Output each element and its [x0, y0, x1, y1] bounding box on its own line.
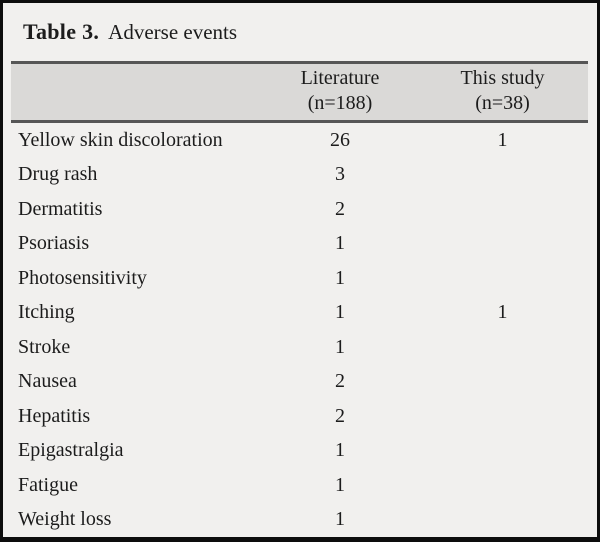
row-literature-value: 1: [335, 473, 345, 496]
row-label: Stroke: [18, 335, 71, 358]
table-number: Table 3.: [23, 19, 100, 44]
row-label: Nausea: [18, 370, 77, 393]
row-literature-value: 2: [335, 370, 345, 393]
row-literature-value: 1: [335, 335, 345, 358]
table-row: Epigastralgia 1: [11, 434, 588, 469]
row-literature-value: 1: [335, 232, 345, 255]
table-row: Itching 1 1: [11, 296, 588, 331]
row-literature-value: 1: [335, 439, 345, 462]
adverse-events-table: Literature (n=188) This study (n=38) Yel…: [11, 61, 588, 537]
table-row: Fatigue 1: [11, 468, 588, 503]
header-this-study-line1: This study: [460, 67, 545, 89]
table-row: Drug rash 3: [11, 158, 588, 193]
row-label: Psoriasis: [18, 232, 90, 255]
table-row: Nausea 2: [11, 365, 588, 400]
header-literature-line2: (n=188): [307, 92, 373, 114]
table-header-row: Literature (n=188) This study (n=38): [11, 61, 588, 123]
row-label: Epigastralgia: [18, 439, 124, 462]
row-label: Hepatitis: [18, 404, 91, 427]
row-literature-value: 26: [330, 128, 350, 151]
row-label: Dermatitis: [18, 197, 103, 220]
row-label: Photosensitivity: [18, 266, 147, 289]
row-label: Weight loss: [18, 508, 112, 531]
table-row: Dermatitis 2: [11, 192, 588, 227]
header-literature-line1: Literature: [300, 67, 380, 89]
table-row: Stroke 1: [11, 330, 588, 365]
table-body: Yellow skin discoloration 26 1 Drug rash…: [11, 123, 588, 537]
table-caption: Adverse events: [108, 19, 238, 44]
header-literature: Literature (n=188): [263, 66, 417, 116]
row-literature-value: 3: [335, 163, 345, 186]
row-this-study-value: 1: [497, 128, 508, 151]
row-literature-value: 1: [335, 301, 345, 324]
row-label: Fatigue: [18, 473, 78, 496]
row-literature-value: 1: [335, 266, 345, 289]
header-this-study-line2: (n=38): [475, 92, 530, 114]
header-this-study: This study (n=38): [417, 66, 588, 116]
row-label: Drug rash: [18, 163, 98, 186]
table-row: Yellow skin discoloration 26 1: [11, 123, 588, 158]
header-empty-cell: [11, 66, 263, 116]
table-row: Hepatitis 2: [11, 399, 588, 434]
table-row: Psoriasis 1: [11, 227, 588, 262]
row-this-study-value: 1: [497, 301, 508, 324]
row-literature-value: 2: [335, 197, 345, 220]
row-literature-value: 2: [335, 404, 345, 427]
table-title: Table 3. Adverse events: [3, 3, 597, 61]
row-label: Itching: [18, 301, 75, 324]
row-literature-value: 1: [335, 508, 345, 531]
table-row: Photosensitivity 1: [11, 261, 588, 296]
row-label: Yellow skin discoloration: [18, 128, 223, 151]
table-row: Weight loss 1: [11, 503, 588, 538]
